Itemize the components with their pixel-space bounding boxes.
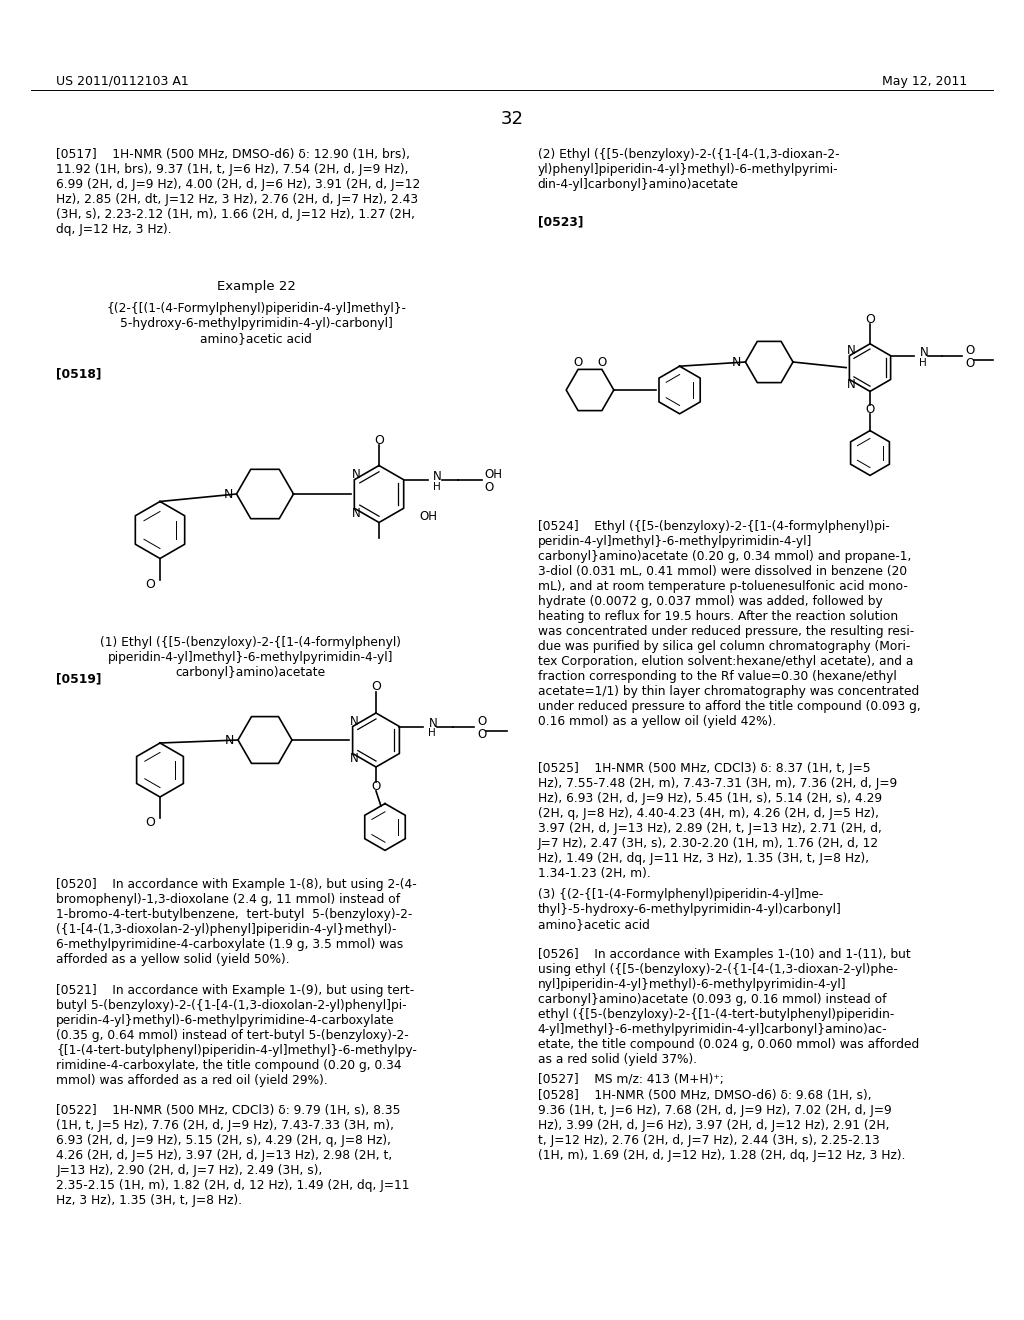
Text: O: O — [145, 578, 155, 590]
Text: [0525]    1H-NMR (500 MHz, CDCl3) δ: 8.37 (1H, t, J=5
Hz), 7.55-7.48 (2H, m), 7.: [0525] 1H-NMR (500 MHz, CDCl3) δ: 8.37 (… — [538, 762, 897, 880]
Text: [0528]    1H-NMR (500 MHz, DMSO-d6) δ: 9.68 (1H, s),
9.36 (1H, t, J=6 Hz), 7.68 : [0528] 1H-NMR (500 MHz, DMSO-d6) δ: 9.68… — [538, 1089, 905, 1162]
Text: [0520]    In accordance with Example 1-(8), but using 2-(4-
bromophenyl)-1,3-dio: [0520] In accordance with Example 1-(8),… — [56, 878, 417, 966]
Text: OH: OH — [420, 510, 437, 523]
Text: N: N — [350, 715, 359, 729]
Text: N: N — [224, 734, 233, 747]
Text: N: N — [224, 487, 233, 500]
Text: N: N — [352, 507, 360, 520]
Text: N: N — [352, 469, 360, 482]
Text: [0521]    In accordance with Example 1-(9), but using tert-
butyl 5-(benzyloxy)-: [0521] In accordance with Example 1-(9),… — [56, 983, 417, 1086]
Text: O: O — [965, 358, 974, 370]
Text: H: H — [428, 729, 436, 738]
Text: N: N — [920, 346, 928, 359]
Text: [0518]: [0518] — [56, 367, 101, 380]
Text: N: N — [847, 378, 856, 391]
Text: [0519]: [0519] — [56, 672, 101, 685]
Text: [0527]    MS m/z: 413 (M+H)⁺;: [0527] MS m/z: 413 (M+H)⁺; — [538, 1072, 723, 1085]
Text: O: O — [965, 345, 974, 358]
Text: May 12, 2011: May 12, 2011 — [883, 75, 968, 88]
Text: N: N — [350, 752, 359, 766]
Text: H: H — [433, 482, 440, 492]
Text: [0522]    1H-NMR (500 MHz, CDCl3) δ: 9.79 (1H, s), 8.35
(1H, t, J=5 Hz), 7.76 (2: [0522] 1H-NMR (500 MHz, CDCl3) δ: 9.79 (… — [56, 1104, 410, 1206]
Text: N: N — [847, 345, 856, 358]
Text: OH: OH — [484, 469, 503, 482]
Text: [0526]    In accordance with Examples 1-(10) and 1-(11), but
using ethyl ({[5-(b: [0526] In accordance with Examples 1-(10… — [538, 948, 919, 1067]
Text: [0524]    Ethyl ({[5-(benzyloxy)-2-{[1-(4-formylphenyl)pi-
peridin-4-yl]methyl}-: [0524] Ethyl ({[5-(benzyloxy)-2-{[1-(4-f… — [538, 520, 921, 729]
Text: O: O — [484, 482, 494, 494]
Text: O: O — [865, 403, 874, 416]
Text: US 2011/0112103 A1: US 2011/0112103 A1 — [56, 75, 189, 88]
Text: O: O — [865, 313, 874, 326]
Text: O: O — [371, 680, 381, 693]
Text: O: O — [477, 715, 486, 729]
Text: N: N — [433, 470, 441, 483]
Text: [0517]    1H-NMR (500 MHz, DMSO-d6) δ: 12.90 (1H, brs),
11.92 (1H, brs), 9.37 (1: [0517] 1H-NMR (500 MHz, DMSO-d6) δ: 12.9… — [56, 148, 421, 236]
Text: (2) Ethyl ({[5-(benzyloxy)-2-({1-[4-(1,3-dioxan-2-
yl)phenyl]piperidin-4-yl}meth: (2) Ethyl ({[5-(benzyloxy)-2-({1-[4-(1,3… — [538, 148, 840, 191]
Text: (1) Ethyl ({[5-(benzyloxy)-2-{[1-(4-formylphenyl)
piperidin-4-yl]methyl}-6-methy: (1) Ethyl ({[5-(benzyloxy)-2-{[1-(4-form… — [100, 636, 401, 678]
Text: (3) {(2-{[1-(4-Formylphenyl)piperidin-4-yl]me-
thyl}-5-hydroxy-6-methylpyrimidin: (3) {(2-{[1-(4-Formylphenyl)piperidin-4-… — [538, 888, 842, 931]
Text: O: O — [374, 433, 384, 446]
Text: O: O — [477, 729, 486, 741]
Text: H: H — [920, 358, 927, 368]
Text: Example 22: Example 22 — [216, 280, 296, 293]
Text: O: O — [372, 780, 381, 793]
Text: N: N — [428, 717, 437, 730]
Text: O: O — [597, 356, 606, 368]
Text: O: O — [145, 816, 155, 829]
Text: {(2-{[(1-(4-Formylphenyl)piperidin-4-yl]methyl}-
5-hydroxy-6-methylpyrimidin-4-y: {(2-{[(1-(4-Formylphenyl)piperidin-4-yl]… — [106, 302, 406, 345]
Text: 32: 32 — [501, 110, 523, 128]
Text: [0523]: [0523] — [538, 215, 583, 228]
Text: N: N — [732, 355, 741, 368]
Text: O: O — [573, 356, 583, 368]
